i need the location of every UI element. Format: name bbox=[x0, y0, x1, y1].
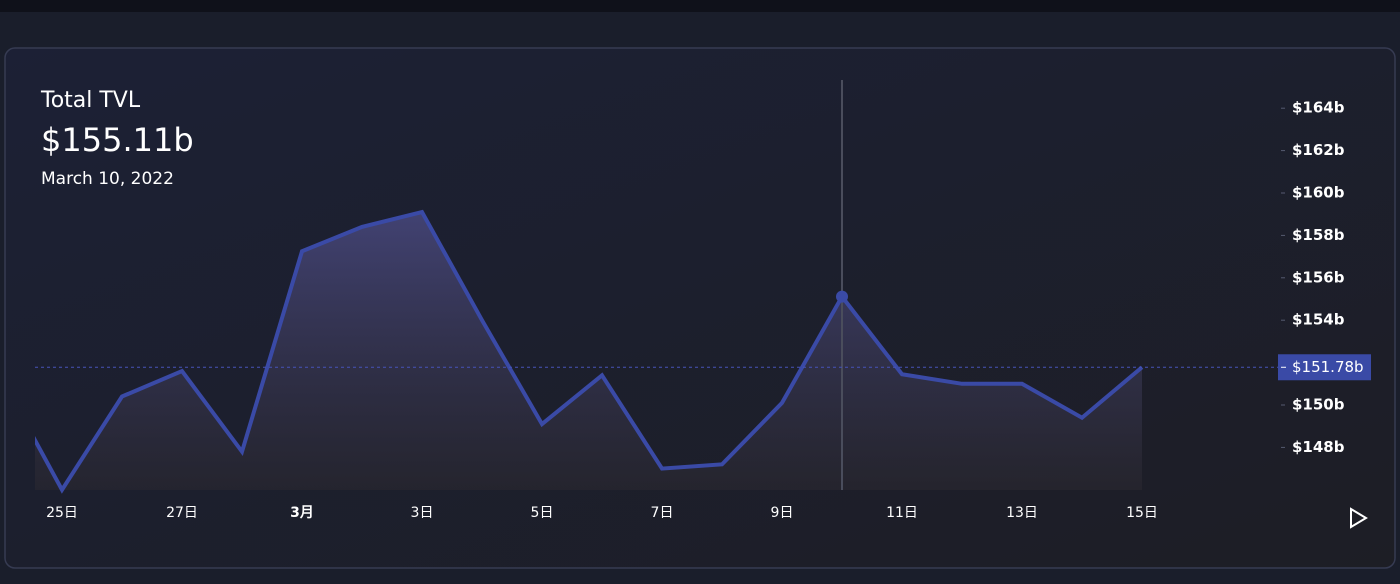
x-tick-label: 9日 bbox=[771, 505, 794, 521]
x-tick-label: 13日 bbox=[1006, 505, 1038, 521]
y-tick-label: $160b bbox=[1292, 184, 1345, 202]
top-bar bbox=[0, 0, 1400, 12]
x-tick-label: 3日 bbox=[411, 505, 434, 521]
x-tick-label: 15日 bbox=[1126, 505, 1158, 521]
x-tick-label: 25日 bbox=[46, 505, 78, 521]
area-fill bbox=[35, 212, 1142, 490]
headline-value: $155.11b bbox=[41, 121, 194, 159]
y-tick-label: $156b bbox=[1292, 268, 1345, 286]
line bbox=[35, 209, 1144, 494]
x-tick-label: 7日 bbox=[651, 505, 674, 521]
x-tick-label: 5日 bbox=[531, 505, 554, 521]
y-tick-label: $158b bbox=[1292, 226, 1345, 244]
highlight-point bbox=[836, 290, 848, 303]
last-value-box bbox=[1278, 354, 1371, 381]
y-tick-label: $154b bbox=[1292, 311, 1345, 329]
x-tick-label: 27日 bbox=[166, 505, 198, 521]
y-tick-label: $150b bbox=[1292, 396, 1345, 414]
x-tick-label: 3月 bbox=[290, 505, 314, 521]
last-value-label: $151.78b bbox=[1292, 358, 1364, 376]
title: Total TVL bbox=[40, 88, 141, 113]
play-button[interactable] bbox=[1350, 507, 1368, 529]
plot-area bbox=[35, 80, 1144, 494]
y-tick-label: $148b bbox=[1292, 438, 1345, 456]
y-tick-label: $162b bbox=[1292, 141, 1345, 159]
y-tick-label: $164b bbox=[1292, 99, 1345, 117]
date: March 10, 2022 bbox=[41, 169, 174, 189]
x-tick-label: 11日 bbox=[886, 505, 918, 521]
